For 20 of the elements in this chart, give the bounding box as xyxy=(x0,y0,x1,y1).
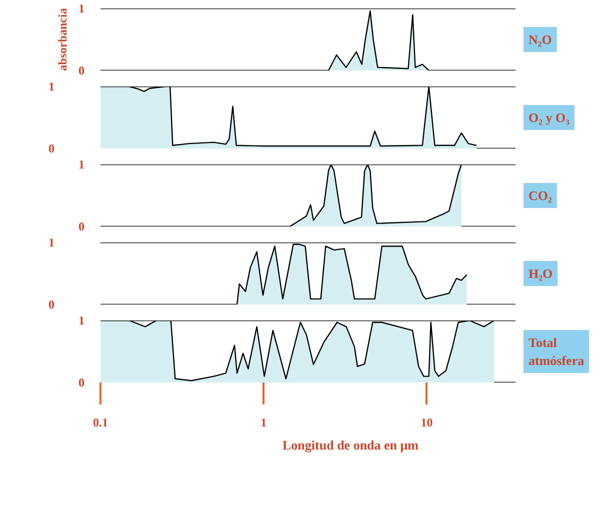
y-tick-label: 1 xyxy=(78,158,84,172)
x-axis-title: Longitud de onda en μm xyxy=(282,438,419,452)
text: CO₂ xyxy=(528,188,552,203)
y-tick-label: 1 xyxy=(78,314,84,328)
text: Total atmósfera xyxy=(528,335,585,368)
y-tick-label: 1 xyxy=(78,2,84,16)
y-tick-label: 1 xyxy=(48,80,54,94)
text: H₂O xyxy=(528,266,553,281)
text: N₂O xyxy=(528,32,552,47)
x-tick-label: 10 xyxy=(420,416,433,430)
text: O₂ y O₃ xyxy=(528,110,570,125)
y-axis-title: absorbancia xyxy=(56,8,70,71)
y-tick-label: 0 xyxy=(78,64,84,78)
y-tick-label: 1 xyxy=(48,236,54,250)
y-tick-label: 0 xyxy=(78,220,84,234)
x-tick-label: 0.1 xyxy=(93,416,108,430)
y-tick-label: 0 xyxy=(48,142,54,156)
y-tick-label: 0 xyxy=(48,298,54,312)
x-tick-label: 1 xyxy=(260,416,267,430)
y-tick-label: 0 xyxy=(78,376,84,390)
